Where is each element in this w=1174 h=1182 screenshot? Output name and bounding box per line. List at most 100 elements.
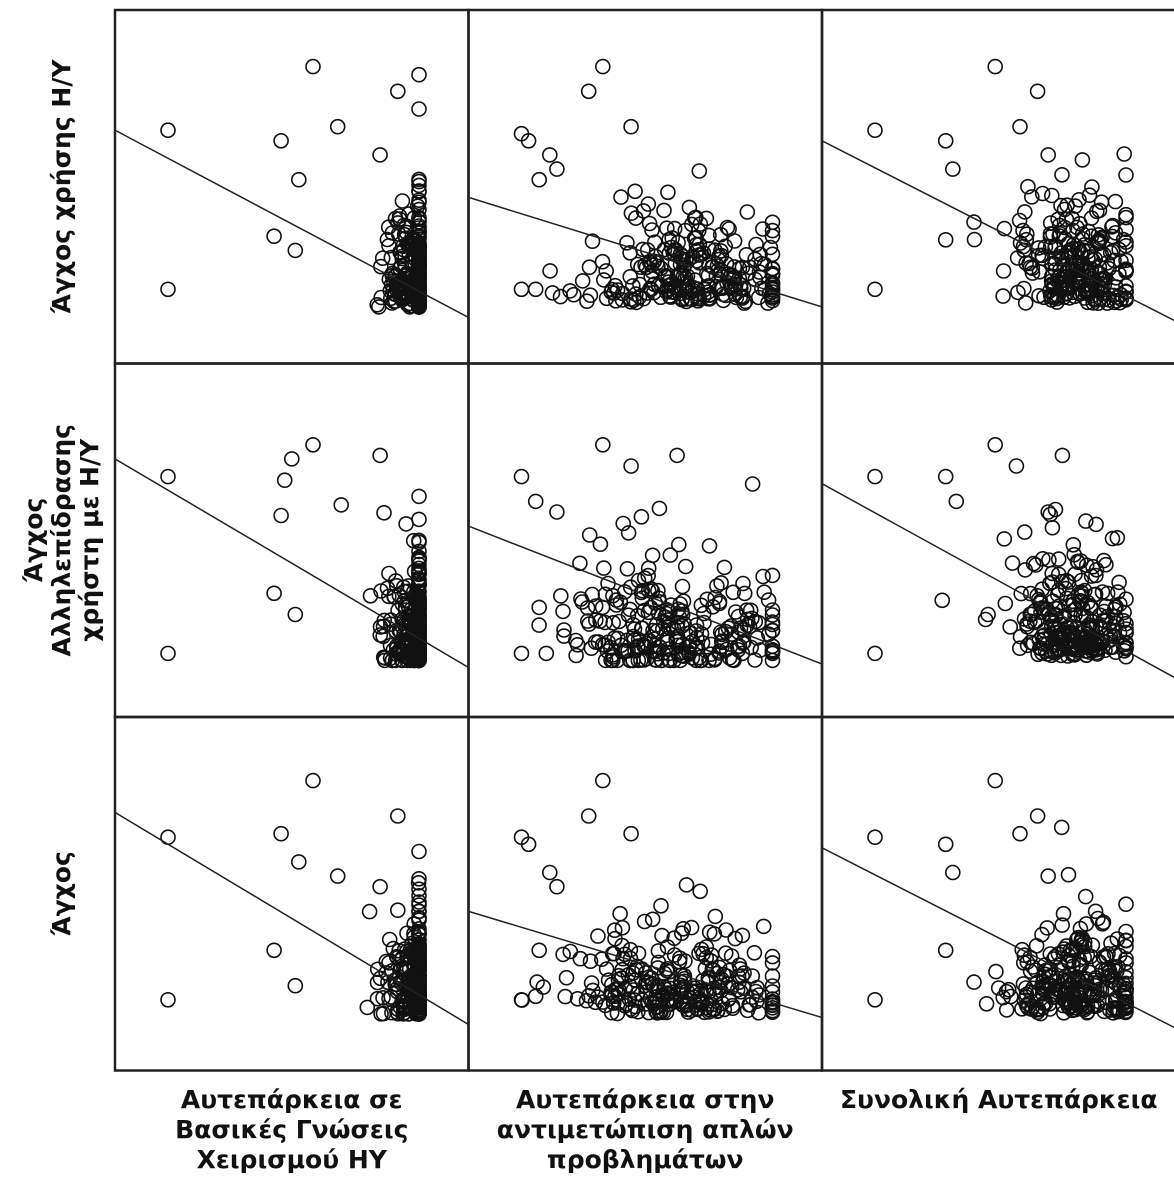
- data-point: [643, 281, 660, 298]
- data-point: [1088, 516, 1104, 533]
- data-point: [638, 973, 655, 990]
- data-point: [1045, 226, 1061, 242]
- data-point: [746, 944, 763, 961]
- data-point: [764, 622, 781, 639]
- data-point: [748, 993, 765, 1010]
- data-point: [1054, 167, 1070, 183]
- cell-plot-area: [115, 436, 469, 669]
- data-point: [637, 996, 654, 1012]
- data-point: [867, 645, 883, 662]
- data-point: [1106, 623, 1123, 640]
- data-point: [1102, 245, 1119, 261]
- data-point: [649, 1005, 666, 1021]
- data-point: [623, 825, 639, 842]
- data-point: [1109, 289, 1126, 305]
- data-point: [597, 652, 614, 669]
- data-point: [678, 877, 695, 893]
- data-point: [1025, 555, 1042, 572]
- fit-line: [468, 525, 822, 665]
- data-point: [406, 210, 423, 226]
- data-point: [721, 221, 737, 237]
- data-point: [1024, 189, 1040, 205]
- data-point: [1053, 819, 1070, 836]
- data-point: [691, 289, 708, 305]
- data-point: [411, 967, 427, 983]
- data-point: [764, 955, 781, 971]
- data-point: [333, 497, 350, 513]
- data-point: [1076, 949, 1092, 966]
- data-point: [666, 652, 682, 669]
- data-point: [411, 645, 427, 662]
- data-point: [376, 504, 392, 521]
- data-point: [1017, 204, 1033, 220]
- data-point: [266, 585, 282, 602]
- data-point: [623, 293, 639, 310]
- data-point: [1049, 629, 1065, 645]
- data-point: [1084, 987, 1100, 1004]
- data-point: [1044, 276, 1060, 292]
- data-point: [1083, 568, 1100, 584]
- data-point: [574, 273, 591, 289]
- data-point: [944, 864, 961, 881]
- data-point: [627, 183, 643, 200]
- data-point: [710, 262, 727, 278]
- data-point: [541, 147, 558, 163]
- data-point: [754, 221, 771, 237]
- data-point: [527, 988, 544, 1005]
- column-label-0: Αυτεπάρκεια σε Βασικές Γνώσεις Χειρισμού Η…: [175, 1085, 408, 1174]
- data-point: [1059, 285, 1075, 302]
- data-point: [1042, 215, 1059, 231]
- data-point: [555, 603, 571, 620]
- data-point: [630, 631, 647, 648]
- data-point: [535, 979, 552, 995]
- data-point: [646, 978, 662, 995]
- cell-r2-c1: [467, 715, 824, 1072]
- data-point: [394, 193, 411, 209]
- data-point: [538, 645, 555, 662]
- data-point: [995, 288, 1011, 304]
- data-point: [719, 219, 736, 236]
- data-point: [620, 525, 637, 541]
- fit-line: [115, 811, 469, 1026]
- data-point: [581, 527, 598, 543]
- column-label-1: Αυτεπάρκεια στην αντιμετώπιση απλών προβλη…: [497, 1085, 794, 1174]
- data-point: [607, 277, 624, 294]
- data-point: [1047, 501, 1064, 518]
- data-point: [1100, 945, 1116, 962]
- data-point: [709, 965, 726, 982]
- data-point: [732, 961, 749, 977]
- data-point: [411, 583, 427, 600]
- data-point: [411, 870, 427, 887]
- cell-plot-area: [822, 58, 1174, 322]
- cell-frame: [467, 362, 824, 719]
- data-point: [411, 951, 427, 968]
- data-point: [513, 281, 530, 298]
- data-point: [744, 989, 760, 1006]
- data-point: [692, 216, 709, 232]
- data-point: [1086, 292, 1103, 308]
- data-point: [748, 236, 764, 253]
- cell-plot-area: [822, 772, 1174, 1029]
- data-point: [988, 963, 1004, 980]
- data-point: [380, 588, 397, 605]
- data-point: [656, 202, 672, 219]
- data-point: [750, 614, 767, 631]
- data-point: [555, 946, 571, 963]
- data-point: [691, 163, 708, 179]
- data-point: [641, 215, 658, 232]
- fit-line: [822, 140, 1174, 322]
- data-point: [709, 578, 725, 594]
- row-labels: Άγχος χρήσης Η/Υ ΆγχοςΑλληλεπίδρασηςχρήστ…: [19, 59, 104, 937]
- data-point: [610, 981, 627, 997]
- data-point: [661, 963, 678, 980]
- data-point: [562, 943, 579, 960]
- data-point: [1084, 179, 1100, 195]
- data-point: [1104, 530, 1121, 547]
- data-point: [1047, 287, 1063, 304]
- data-point: [627, 992, 643, 1008]
- data-point: [1071, 192, 1087, 208]
- data-point: [1091, 259, 1108, 275]
- data-point: [1118, 252, 1134, 269]
- data-point: [1076, 934, 1093, 951]
- data-point: [625, 982, 642, 998]
